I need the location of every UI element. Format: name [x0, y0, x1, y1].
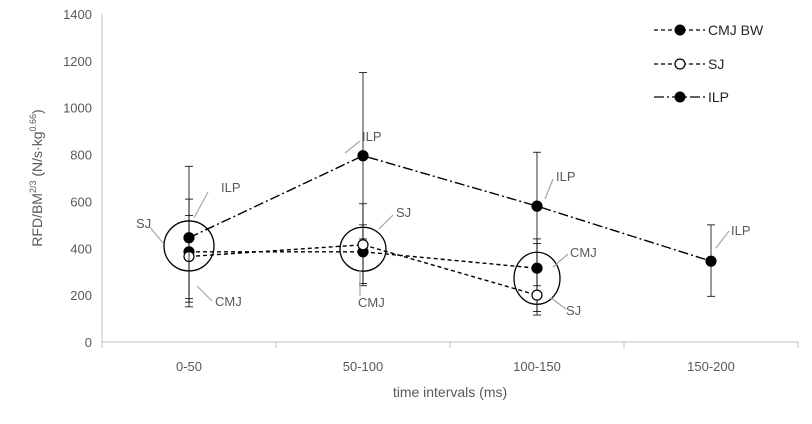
annotation-label: SJ — [136, 216, 151, 231]
annotation-leader — [193, 191, 209, 219]
y-tick-label: 400 — [70, 241, 92, 256]
legend-label-cmj-bw: CMJ BW — [708, 22, 764, 38]
series-line-ilp — [188, 154, 712, 262]
data-point-ilp — [705, 255, 717, 267]
legend-label-sj: SJ — [708, 56, 724, 72]
series-line-sj — [188, 244, 538, 296]
y-tick-label: 1000 — [63, 101, 92, 116]
y-tick-label: 1400 — [63, 7, 92, 22]
legend-label-ilp: ILP — [708, 89, 729, 105]
series-line-cmj-bw — [189, 251, 538, 269]
annotation-label: ILP — [221, 180, 241, 195]
y-axis-title-main: RFD/BM — [29, 193, 45, 247]
annotation-leader — [715, 230, 730, 249]
x-tick-label: 150-200 — [687, 359, 735, 374]
y-axis-title: RFD/BM2/3 (N/s·kg0.66) — [28, 109, 45, 246]
y-tick-label: 1200 — [63, 54, 92, 69]
highlight-circle — [513, 251, 561, 305]
annotation-label: SJ — [396, 205, 411, 220]
point-annotations: ILP SJ CMJ ILP SJ CMJ ILP CMJ SJ ILP — [136, 129, 751, 318]
y-tick-label: 200 — [70, 288, 92, 303]
y-tick-labels: 0 200 400 600 800 1000 1200 1400 — [63, 7, 92, 350]
data-point-ilp — [531, 200, 543, 212]
annotation-leader — [148, 225, 164, 244]
legend-marker-sj — [674, 58, 686, 70]
annotation-label: ILP — [556, 169, 576, 184]
annotation-label: ILP — [731, 223, 751, 238]
series-layer — [183, 72, 717, 316]
series-ilp — [183, 72, 717, 300]
annotation-leader — [378, 214, 394, 230]
y-tick-label: 0 — [85, 335, 92, 350]
x-tick-label: 100-150 — [513, 359, 561, 374]
data-point-ilp — [357, 150, 369, 162]
x-tick-label: 0-50 — [176, 359, 202, 374]
data-point-sj — [531, 289, 543, 301]
data-point-ilp — [183, 232, 195, 244]
y-axis-title-mid: (N/s·kg — [29, 132, 45, 181]
annotation-leader — [344, 140, 361, 154]
legend: CMJ BW SJ ILP — [654, 22, 764, 105]
y-tick-label: 800 — [70, 148, 92, 163]
legend-item-ilp: ILP — [654, 89, 729, 105]
annotation-label: SJ — [566, 303, 581, 318]
x-tick-labels: 0-50 50-100 100-150 150-200 — [101, 342, 799, 374]
annotation-label: CMJ — [570, 245, 597, 260]
legend-item-cmj-bw: CMJ BW — [654, 22, 764, 38]
annotation-label: CMJ — [215, 294, 242, 309]
annotation-leader — [196, 285, 213, 302]
legend-marker-ilp — [674, 91, 686, 103]
annotation-leader — [552, 253, 569, 268]
x-axis-title: time intervals (ms) — [393, 384, 507, 400]
legend-marker-cmj-bw — [674, 24, 686, 36]
highlight-circle — [163, 220, 215, 272]
y-axis-title-sup1: 2/3 — [28, 181, 38, 194]
highlight-circles — [163, 220, 561, 305]
annotation-leader — [550, 297, 567, 310]
annotation-leader — [544, 178, 554, 200]
y-axis-title-end: ) — [29, 109, 45, 114]
y-tick-label: 600 — [70, 194, 92, 209]
y-axis-title-sup2: 0.66 — [28, 114, 38, 132]
data-point-sj — [357, 239, 369, 251]
highlight-circle — [339, 226, 387, 272]
annotation-label: CMJ — [358, 295, 385, 310]
annotation-label: ILP — [362, 129, 382, 144]
x-tick-label: 50-100 — [343, 359, 383, 374]
legend-item-sj: SJ — [654, 56, 724, 72]
